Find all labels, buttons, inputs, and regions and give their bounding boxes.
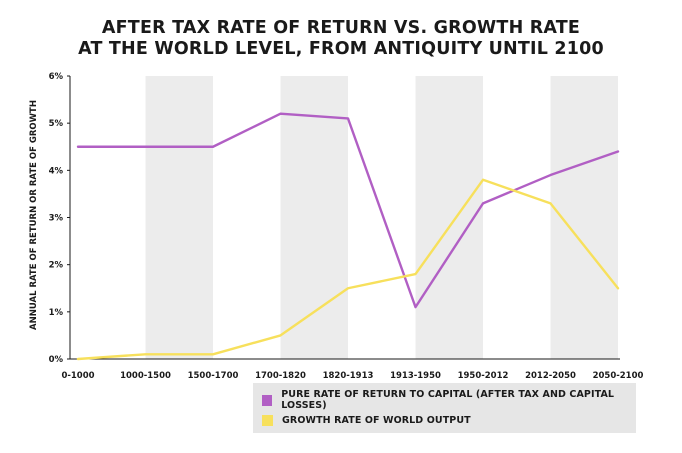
y-tick-labels: 0% 1% 2% 3% 4% 5% 6% bbox=[49, 72, 64, 365]
y-tick-label: 0% bbox=[49, 355, 64, 365]
band-1 bbox=[145, 76, 213, 359]
y-tick-label: 5% bbox=[49, 119, 64, 129]
legend-swatch-growth bbox=[262, 414, 273, 426]
x-tick-label: 1500-1700 bbox=[188, 371, 239, 381]
series-line-world-growth bbox=[76, 178, 620, 361]
x-tick-labels: 0-1000 1000-1500 1500-1700 1700-1820 1820-19… bbox=[61, 371, 643, 381]
x-tick-label: 2012-2050 bbox=[525, 371, 576, 381]
x-tick-label: 1700-1820 bbox=[255, 371, 306, 381]
chart-title-line-1: AFTER TAX RATE OF RETURN VS. GROWTH RATE bbox=[101, 18, 581, 38]
x-tick-label: 0-1000 bbox=[61, 371, 94, 381]
legend-item-growth: GROWTH RATE OF WORLD OUTPUT bbox=[262, 413, 471, 427]
legend-label-return: PURE RATE OF RETURN TO CAPITAL (AFTER TA… bbox=[281, 389, 615, 411]
legend-label-growth: GROWTH RATE OF WORLD OUTPUT bbox=[282, 414, 471, 426]
series-line-return-to-capital bbox=[76, 112, 620, 309]
legend: PURE RATE OF RETURN TO CAPITAL (AFTER TA… bbox=[253, 383, 636, 433]
series-lines bbox=[76, 112, 620, 361]
x-tick-label: 1820-1913 bbox=[323, 371, 374, 381]
band-5 bbox=[415, 76, 483, 359]
x-tick-label: 1950-2012 bbox=[458, 371, 509, 381]
x-tick-label: 1000-1500 bbox=[120, 371, 171, 381]
legend-swatch-return bbox=[262, 394, 273, 406]
x-tick-label: 1913-1950 bbox=[390, 371, 441, 381]
y-axis-label: ANNUAL RATE OF RETURN OR RATE OF GROWTH bbox=[29, 100, 39, 330]
x-tick-label: 2050-2100 bbox=[593, 371, 644, 381]
alternating-bands bbox=[145, 76, 618, 359]
y-tick-label: 3% bbox=[49, 214, 64, 224]
y-tick-label: 2% bbox=[49, 261, 64, 271]
y-tick-label: 4% bbox=[49, 166, 64, 176]
chart-title-line-2: AT THE WORLD LEVEL, FROM ANTIQUITY UNTIL… bbox=[78, 39, 604, 59]
y-tick-label: 6% bbox=[49, 72, 64, 82]
y-tick-label: 1% bbox=[49, 308, 64, 318]
axes bbox=[67, 75, 620, 360]
legend-item-return: PURE RATE OF RETURN TO CAPITAL (AFTER TA… bbox=[262, 389, 636, 411]
